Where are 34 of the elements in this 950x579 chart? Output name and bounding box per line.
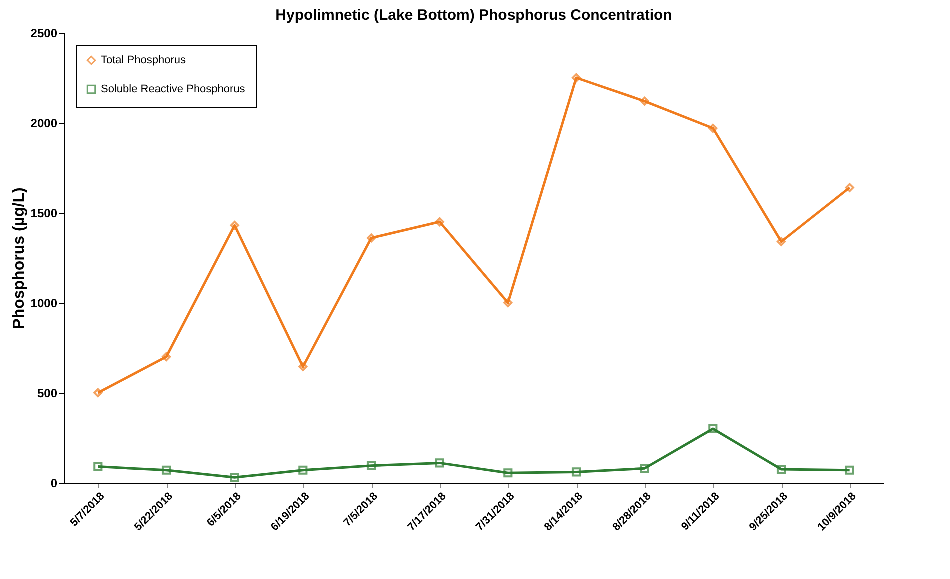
y-tick-label: 2000 — [30, 116, 58, 130]
point — [504, 298, 513, 308]
point — [298, 362, 308, 372]
point — [435, 217, 444, 227]
point — [572, 73, 582, 83]
y-tick-label: 1000 — [30, 296, 58, 310]
point — [230, 473, 240, 482]
legend-label: Total Phosphorus — [101, 54, 186, 66]
point — [572, 468, 582, 477]
point — [298, 466, 308, 475]
point — [435, 458, 444, 468]
y-tick-label: 500 — [37, 386, 58, 400]
point — [504, 468, 513, 478]
point — [708, 124, 718, 133]
point — [640, 96, 650, 106]
point — [366, 234, 376, 243]
y-axis-title: Phosphorus (µg/L) — [10, 188, 28, 330]
chart-title: Hypolimnetic (Lake Bottom) Phosphorus Concentration — [276, 7, 672, 24]
point — [94, 462, 103, 472]
y-tick-label: 2500 — [30, 26, 58, 40]
point — [230, 221, 240, 230]
point — [162, 352, 172, 362]
point — [162, 466, 172, 475]
y-tick-label: 1500 — [30, 206, 58, 220]
point — [845, 183, 854, 192]
y-tick-label: 0 — [50, 476, 58, 490]
point — [776, 464, 786, 474]
point — [776, 237, 786, 246]
point — [845, 466, 854, 475]
point — [94, 388, 103, 398]
point — [640, 464, 650, 474]
point — [366, 461, 376, 470]
legend-label: Soluble Reactive Phosphorus — [101, 84, 246, 96]
point — [708, 424, 718, 434]
